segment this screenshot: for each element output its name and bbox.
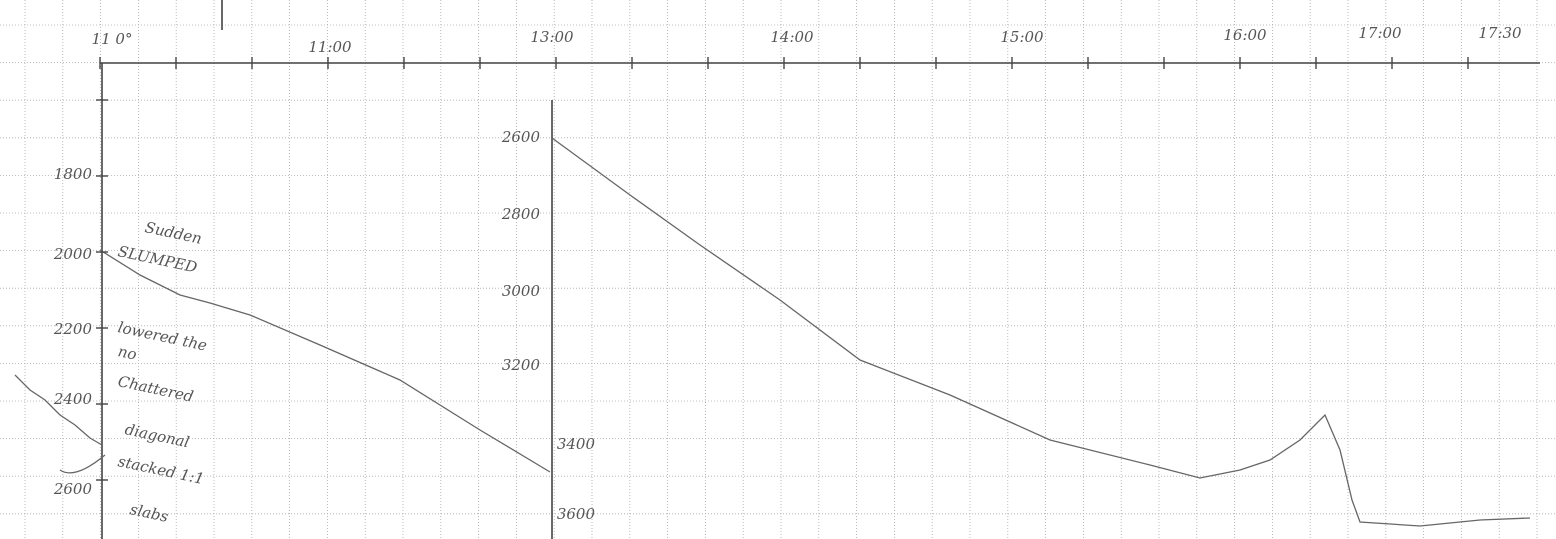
left-squiggle	[14, 374, 106, 474]
middle-axis-label: 3600	[557, 505, 596, 523]
annotation: diagonal	[123, 420, 191, 451]
middle-axis-label: 3200	[502, 356, 541, 374]
left-axis-label: 2600	[53, 480, 93, 498]
top-axis-label: 11:00	[308, 38, 352, 56]
top-axis-label: 16:00	[1223, 26, 1267, 44]
annotation: SLUMPED	[116, 242, 198, 276]
left-axis-label: 1800	[54, 165, 93, 183]
right-trace	[551, 137, 1531, 527]
middle-axis-label: 2600	[501, 128, 541, 146]
annotation: no	[116, 342, 138, 363]
top-axis-label: 15:00	[1000, 28, 1044, 46]
annotation: Sudden	[143, 218, 203, 248]
middle-axis-label: 3000	[502, 282, 541, 300]
middle-axis-label: 3400	[557, 435, 596, 453]
top-axis-label: 13:00	[530, 28, 574, 46]
left-axis-label: 2000	[53, 245, 93, 263]
annotation: Chattered	[116, 372, 195, 406]
axes	[100, 0, 1540, 539]
middle-axis-label: 2800	[501, 205, 541, 223]
top-axis-label: 14:00	[770, 28, 814, 46]
top-axis-label: 17:00	[1358, 24, 1402, 42]
top-axis-label: 17:30	[1478, 24, 1522, 42]
left-axis-label: 2200	[53, 320, 93, 338]
annotation: stacked 1:1	[116, 452, 205, 488]
left-axis-label: 2400	[53, 390, 93, 408]
annotation: slabs	[128, 500, 170, 526]
top-axis-label: 11 0°	[92, 30, 133, 48]
left-trace	[99, 249, 551, 473]
